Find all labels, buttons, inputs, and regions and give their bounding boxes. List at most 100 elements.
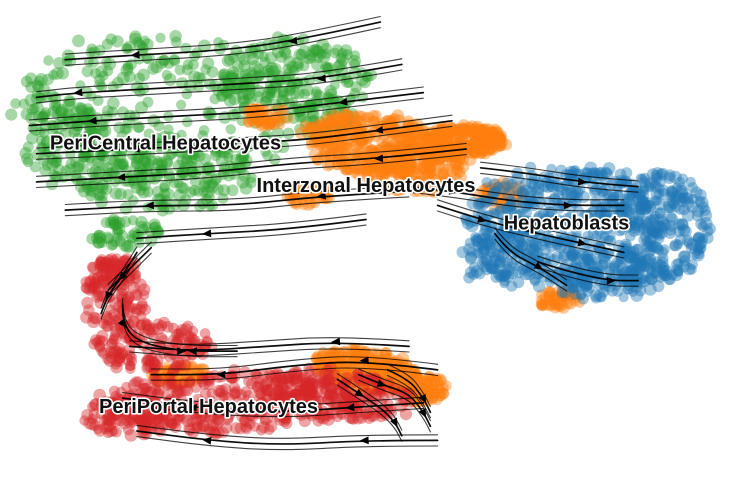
- cell-point: [180, 42, 192, 54]
- cell-point: [119, 216, 132, 228]
- cell-point: [99, 125, 112, 138]
- cell-point: [262, 118, 275, 131]
- cell-point: [231, 163, 242, 174]
- cell-point: [377, 140, 391, 153]
- cell-point: [348, 54, 361, 68]
- cell-point: [323, 150, 336, 163]
- cell-point: [283, 67, 296, 81]
- cell-point: [340, 44, 353, 57]
- cell-point: [226, 184, 239, 197]
- cell-point: [239, 149, 250, 161]
- cell-point: [404, 148, 415, 160]
- cell-point: [116, 130, 129, 143]
- cell-point: [146, 155, 158, 167]
- cell-point: [46, 154, 58, 165]
- cell-point: [494, 141, 506, 152]
- cell-point: [350, 147, 362, 160]
- cell-point: [309, 120, 322, 132]
- cell-point: [324, 115, 337, 129]
- cell-point: [264, 67, 275, 78]
- cell-point: [431, 135, 445, 149]
- cell-point: [379, 161, 393, 175]
- cell-point: [176, 129, 187, 140]
- cell-point: [366, 147, 378, 160]
- cell-point: [429, 153, 441, 165]
- cell-point: [308, 184, 320, 196]
- cell-point: [420, 168, 432, 180]
- cell-point: [429, 127, 443, 141]
- cell-point: [373, 164, 386, 178]
- cell-point: [440, 127, 452, 139]
- cell-point: [221, 54, 235, 68]
- cell-point: [363, 111, 375, 123]
- cell-point: [42, 73, 54, 86]
- cell-point: [338, 158, 351, 172]
- cell-point: [452, 163, 462, 174]
- cell-point: [326, 110, 337, 121]
- cell-point: [226, 71, 238, 84]
- cell-point: [336, 114, 349, 127]
- cell-point: [485, 142, 497, 154]
- cell-point: [460, 140, 471, 151]
- cell-point: [121, 122, 133, 134]
- cell-point: [122, 62, 134, 74]
- cell-point: [413, 163, 427, 176]
- cell-point: [299, 120, 312, 133]
- cell-point: [451, 123, 465, 136]
- cell-point: [351, 129, 363, 141]
- cell-point: [425, 151, 436, 162]
- cell-point: [469, 127, 481, 139]
- cell-point: [168, 55, 181, 67]
- cell-point: [350, 155, 362, 167]
- cell-point: [143, 158, 155, 171]
- cell-point: [143, 128, 155, 140]
- cell-point: [120, 240, 134, 253]
- cell-point: [84, 185, 96, 196]
- cell-point: [150, 60, 163, 74]
- cell-point: [375, 172, 387, 184]
- cell-point: [394, 169, 406, 182]
- cell-point: [133, 122, 144, 133]
- cell-point: [65, 158, 77, 170]
- cell-point: [448, 142, 461, 155]
- cell-point: [449, 124, 462, 137]
- cell-point: [181, 64, 193, 76]
- cell-point: [375, 166, 388, 179]
- cell-point: [306, 122, 317, 133]
- cell-point: [37, 83, 51, 96]
- cell-point: [238, 169, 251, 182]
- cell-point: [102, 162, 114, 174]
- cell-point: [32, 80, 45, 93]
- cell-point: [225, 69, 239, 83]
- cell-point: [140, 162, 153, 175]
- cell-point: [469, 129, 482, 143]
- cell-point: [329, 374, 341, 386]
- cell-point: [121, 43, 133, 55]
- cell-point: [441, 126, 452, 138]
- cell-point: [478, 128, 491, 141]
- cell-point: [141, 319, 152, 331]
- cell-point: [445, 151, 457, 163]
- cell-point: [96, 178, 109, 191]
- cell-point: [139, 289, 150, 300]
- cell-point: [94, 195, 108, 209]
- cell-point: [151, 158, 165, 171]
- cell-point: [137, 186, 150, 199]
- cell-point: [477, 129, 490, 142]
- cell-point: [101, 231, 114, 244]
- cell-point: [401, 153, 413, 165]
- cell-point: [51, 131, 63, 142]
- cell-point: [48, 69, 59, 81]
- cell-point: [323, 186, 335, 198]
- cell-point: [270, 142, 283, 154]
- cell-point: [239, 181, 253, 195]
- cell-point: [408, 140, 422, 154]
- cell-point: [155, 159, 168, 172]
- cell-point: [389, 140, 402, 153]
- cell-point: [618, 292, 629, 303]
- cell-point: [193, 186, 204, 197]
- cell-point: [416, 139, 428, 150]
- cell-point: [191, 47, 203, 59]
- cell-point: [109, 167, 120, 179]
- cell-point: [135, 220, 148, 234]
